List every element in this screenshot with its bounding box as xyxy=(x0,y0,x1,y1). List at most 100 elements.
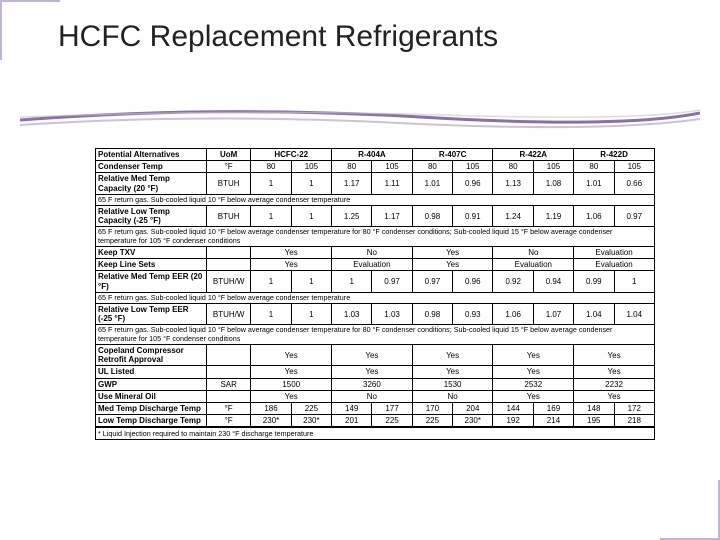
cell-value: 186 xyxy=(251,402,291,414)
cell-value: 1.04 xyxy=(574,304,614,325)
row-uom: °F xyxy=(206,402,250,414)
row-uom: BTUH xyxy=(206,173,250,194)
cell-value: 0.94 xyxy=(533,271,573,292)
row-label: UL Listed xyxy=(96,366,207,378)
cell-value: 177 xyxy=(372,402,412,414)
row-uom xyxy=(206,246,250,258)
cell-value: 169 xyxy=(533,402,573,414)
cell-value: Yes xyxy=(412,366,493,378)
column-header: HCFC-22 xyxy=(251,149,332,161)
cell-value: 80 xyxy=(332,161,372,173)
row-uom xyxy=(206,259,250,271)
cell-value: 1 xyxy=(251,304,291,325)
refrigerant-table: Potential AlternativesUoMHCFC-22R-404AR-… xyxy=(95,148,655,427)
row-uom: SAR xyxy=(206,378,250,390)
cell-value: 0.98 xyxy=(412,304,452,325)
cell-value: Yes xyxy=(412,259,493,271)
cell-value: 170 xyxy=(412,402,452,414)
row-label: Relative Low Temp Capacity (-25 °F) xyxy=(96,206,207,227)
cell-value: 2232 xyxy=(574,378,655,390)
table-row: Keep Line SetsYesEvaluationYesEvaluation… xyxy=(96,259,655,271)
cell-value: Yes xyxy=(251,366,332,378)
cell-value: Yes xyxy=(332,366,413,378)
cell-value: No xyxy=(412,390,493,402)
cell-value: 1.24 xyxy=(493,206,533,227)
cell-value: Yes xyxy=(493,344,574,365)
column-header: R-422A xyxy=(493,149,574,161)
cell-value: 1.17 xyxy=(372,206,412,227)
cell-value: 80 xyxy=(574,161,614,173)
cell-value: 225 xyxy=(291,402,331,414)
cell-value: Yes xyxy=(332,344,413,365)
cell-value: 3260 xyxy=(332,378,413,390)
cell-value: 1 xyxy=(332,271,372,292)
cell-value: 1.03 xyxy=(332,304,372,325)
cell-value: 225 xyxy=(412,415,452,427)
table-footnote: * Liquid Injection required to maintain … xyxy=(95,427,655,440)
cell-value: Yes xyxy=(251,390,332,402)
row-uom xyxy=(206,366,250,378)
table-note-row: 65 F return gas. Sub-cooled liquid 10 °F… xyxy=(96,194,655,205)
cell-value: Yes xyxy=(251,344,332,365)
cell-value: 80 xyxy=(251,161,291,173)
cell-value: 214 xyxy=(533,415,573,427)
cell-value: Yes xyxy=(412,344,493,365)
row-uom: °F xyxy=(206,415,250,427)
column-header: Potential Alternatives xyxy=(96,149,207,161)
cell-value: Yes xyxy=(412,246,493,258)
row-uom: BTUH xyxy=(206,206,250,227)
cell-value: 1.01 xyxy=(412,173,452,194)
table-row: UL ListedYesYesYesYesYes xyxy=(96,366,655,378)
cell-value: 0.93 xyxy=(453,304,493,325)
cell-value: Yes xyxy=(251,259,332,271)
cell-value: No xyxy=(332,390,413,402)
cell-value: 230* xyxy=(453,415,493,427)
cell-value: 1.11 xyxy=(372,173,412,194)
table-row: Keep TXVYesNoYesNoEvaluation xyxy=(96,246,655,258)
cell-value: 105 xyxy=(614,161,655,173)
cell-value: 0.99 xyxy=(574,271,614,292)
column-header: R-422D xyxy=(574,149,655,161)
cell-value: 0.91 xyxy=(453,206,493,227)
cell-value: 218 xyxy=(614,415,655,427)
table-note-row: 65 F return gas. Sub-cooled liquid 10 °F… xyxy=(96,292,655,303)
row-label: Relative Low Temp EER (-25 °F) xyxy=(96,304,207,325)
cell-value: 105 xyxy=(533,161,573,173)
table-row: Copeland Compressor Retrofit ApprovalYes… xyxy=(96,344,655,365)
cell-value: 105 xyxy=(453,161,493,173)
cell-value: Evaluation xyxy=(574,246,655,258)
cell-value: 1.08 xyxy=(533,173,573,194)
cell-value: 1.07 xyxy=(533,304,573,325)
cell-value: 204 xyxy=(453,402,493,414)
cell-value: 1500 xyxy=(251,378,332,390)
note-cell: 65 F return gas. Sub-cooled liquid 10 °F… xyxy=(96,325,655,345)
cell-value: 1 xyxy=(291,271,331,292)
refrigerant-table-container: Potential AlternativesUoMHCFC-22R-404AR-… xyxy=(95,148,655,440)
cell-value: 201 xyxy=(332,415,372,427)
row-uom: °F xyxy=(206,161,250,173)
cell-value: Yes xyxy=(493,366,574,378)
cell-value: Yes xyxy=(574,344,655,365)
cell-value: 192 xyxy=(493,415,533,427)
row-label: Keep TXV xyxy=(96,246,207,258)
cell-value: 1 xyxy=(614,271,655,292)
cell-value: 1 xyxy=(291,206,331,227)
cell-value: 1.01 xyxy=(574,173,614,194)
cell-value: 230* xyxy=(251,415,291,427)
cell-value: 148 xyxy=(574,402,614,414)
cell-value: 1 xyxy=(251,173,291,194)
row-uom xyxy=(206,390,250,402)
row-label: Use Mineral Oil xyxy=(96,390,207,402)
cell-value: 1.13 xyxy=(493,173,533,194)
table-row: Low Temp Discharge Temp°F230*230*2012252… xyxy=(96,415,655,427)
table-row: Relative Med Temp EER (20 °F)BTUH/W1110.… xyxy=(96,271,655,292)
cell-value: Yes xyxy=(574,366,655,378)
row-label: GWP xyxy=(96,378,207,390)
cell-value: 1.06 xyxy=(574,206,614,227)
table-row: Relative Low Temp EER (-25 °F)BTUH/W111.… xyxy=(96,304,655,325)
note-cell: 65 F return gas. Sub-cooled liquid 10 °F… xyxy=(96,194,655,205)
row-label: Med Temp Discharge Temp xyxy=(96,402,207,414)
cell-value: 1.06 xyxy=(493,304,533,325)
row-uom: BTUH/W xyxy=(206,271,250,292)
row-label: Keep Line Sets xyxy=(96,259,207,271)
